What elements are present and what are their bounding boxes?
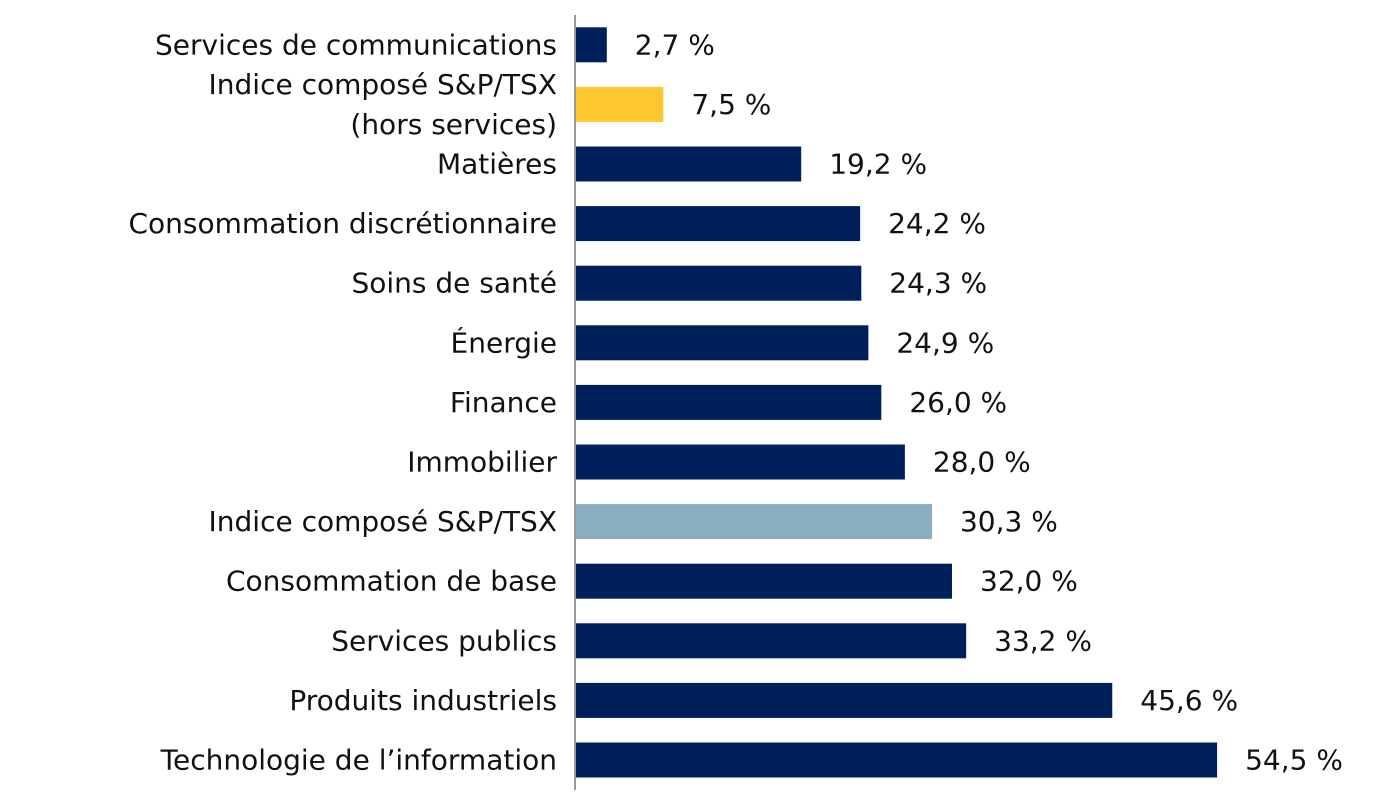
category-label-line: Énergie bbox=[451, 325, 557, 359]
category-label: Énergie bbox=[451, 325, 557, 359]
value-labels-group: 2,7 % 7,5 % 19,2 % 24,2 % 24,3 % 24,9 % 26,0 %… bbox=[635, 28, 1343, 776]
category-label-line: Services publics bbox=[331, 624, 557, 657]
bar bbox=[575, 206, 861, 242]
bar bbox=[575, 682, 1113, 718]
value-label: 33,2 % bbox=[994, 624, 1092, 657]
category-label: Soins de santé bbox=[351, 267, 557, 300]
category-label: Technologie de l’information bbox=[160, 744, 557, 777]
category-label-line: Technologie de l’information bbox=[160, 744, 557, 777]
category-label: Services publics bbox=[331, 624, 557, 657]
category-label-line: (hors services) bbox=[350, 108, 557, 141]
value-label: 19,2 % bbox=[829, 148, 927, 181]
value-label: 24,9 % bbox=[896, 326, 994, 359]
bar bbox=[575, 146, 802, 182]
category-label: Finance bbox=[450, 386, 557, 419]
category-label: Indice composé S&P/TSX bbox=[209, 505, 557, 538]
category-label: Consommation de base bbox=[226, 565, 557, 598]
category-label-line: Produits industriels bbox=[289, 684, 557, 717]
category-label: Matières bbox=[437, 148, 557, 181]
value-label: 24,2 % bbox=[888, 207, 986, 240]
category-label: Indice composé S&P/TSX (hors services) bbox=[209, 68, 557, 141]
category-label: Services de communications bbox=[155, 28, 557, 61]
category-label-line: Soins de santé bbox=[351, 267, 557, 300]
category-label: Immobilier bbox=[407, 446, 557, 479]
category-label-line: Consommation discrétionnaire bbox=[129, 207, 558, 240]
bar bbox=[575, 86, 664, 122]
bar bbox=[575, 563, 953, 599]
bar bbox=[575, 504, 932, 540]
value-label: 2,7 % bbox=[635, 28, 715, 61]
value-label: 45,6 % bbox=[1140, 684, 1238, 717]
bar bbox=[575, 325, 869, 361]
bar bbox=[575, 742, 1218, 778]
bar bbox=[575, 623, 967, 659]
value-label: 32,0 % bbox=[980, 565, 1078, 598]
category-labels-group: Services de communications Indice composé… bbox=[129, 28, 558, 776]
category-label-line: Immobilier bbox=[407, 446, 557, 479]
bars-group bbox=[575, 27, 1218, 778]
bar bbox=[575, 27, 607, 63]
category-label-line: Consommation de base bbox=[226, 565, 557, 598]
value-label: 26,0 % bbox=[909, 386, 1007, 419]
category-label-line: Indice composé S&P/TSX bbox=[209, 505, 557, 538]
bar bbox=[575, 384, 882, 420]
value-label: 7,5 % bbox=[691, 88, 771, 121]
value-label: 30,3 % bbox=[960, 505, 1058, 538]
category-label-line: Matières bbox=[437, 148, 557, 181]
value-label: 28,0 % bbox=[933, 446, 1031, 479]
value-label: 24,3 % bbox=[889, 267, 987, 300]
category-label: Produits industriels bbox=[289, 684, 557, 717]
bar bbox=[575, 265, 862, 301]
value-label: 54,5 % bbox=[1245, 744, 1343, 777]
category-label-line: Services de communications bbox=[155, 28, 557, 61]
category-label: Consommation discrétionnaire bbox=[129, 207, 558, 240]
category-label-line: Indice composé S&P/TSX bbox=[209, 68, 557, 101]
bar bbox=[575, 444, 905, 480]
category-label-line: Finance bbox=[450, 386, 557, 419]
